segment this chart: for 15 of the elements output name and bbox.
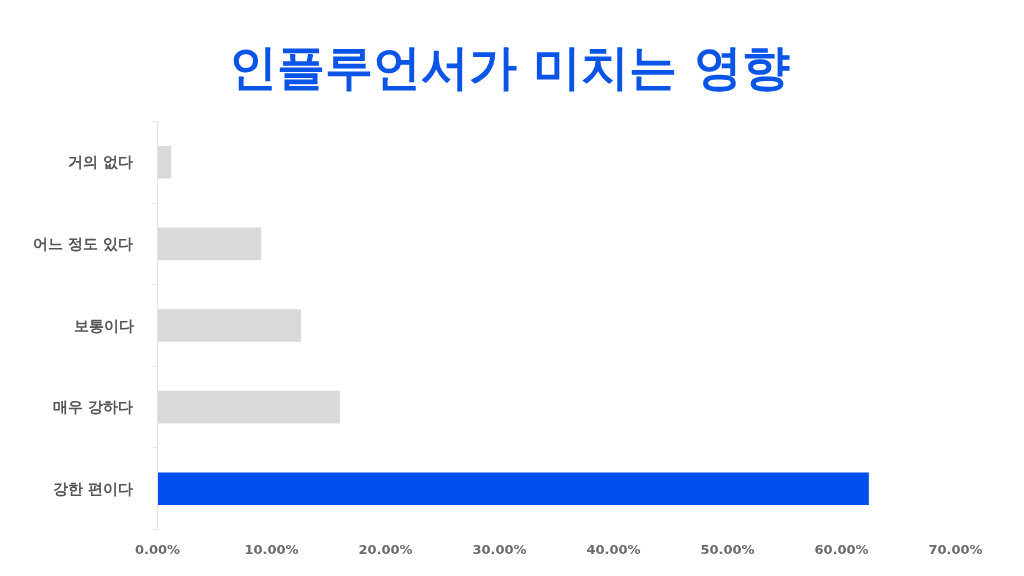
x-tick-label: 50.00%	[700, 541, 755, 557]
x-tick-label: 10.00%	[244, 541, 299, 557]
y-tick-label: 강한 편이다	[53, 479, 134, 498]
bar	[157, 472, 869, 506]
x-tick-label: 30.00%	[472, 541, 527, 557]
x-tick-label: 60.00%	[814, 541, 869, 557]
y-tick-label: 거의 없다	[68, 153, 134, 172]
x-tick-label: 40.00%	[586, 541, 641, 557]
x-tick-label: 0.00%	[134, 541, 181, 557]
y-tick-label: 보통이다	[73, 316, 134, 335]
y-tick-label: 매우 강하다	[53, 398, 134, 417]
y-tick-label: 어느 정도 있다	[33, 234, 134, 253]
x-tick-label: 70.00%	[928, 541, 983, 557]
chart-title: 인플루언서가 미치는 영향	[228, 38, 790, 95]
x-tick-label: 20.00%	[358, 541, 413, 557]
